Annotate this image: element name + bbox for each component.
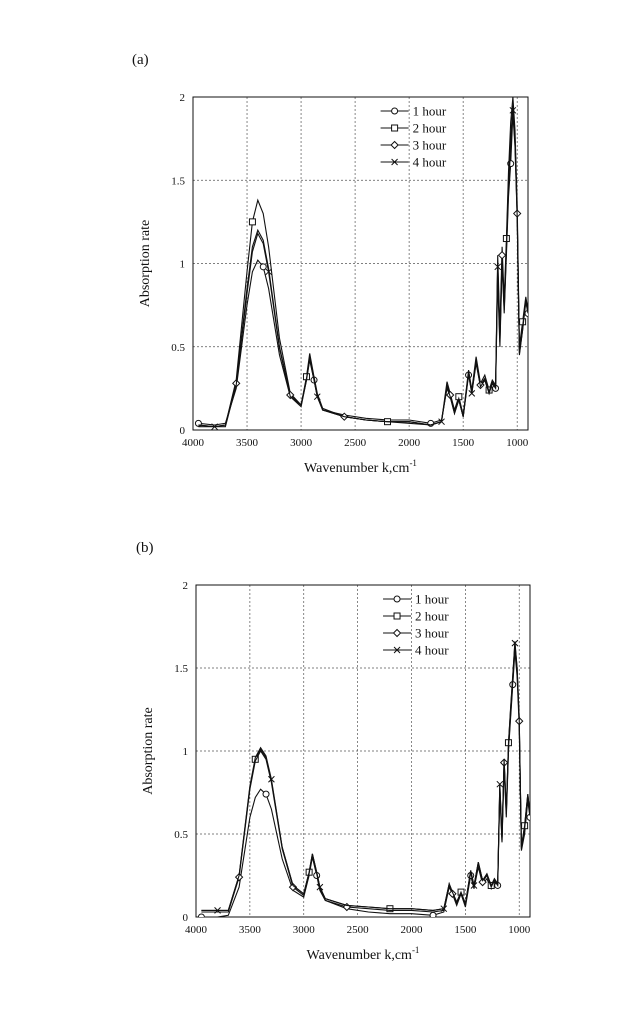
legend-label: 2 hour — [415, 609, 449, 624]
x-axis-title-sup: -1 — [412, 945, 420, 955]
y-tick-label: 0 — [180, 425, 186, 437]
legend-marker — [391, 158, 398, 166]
data-point — [478, 877, 487, 887]
x-tick-label: 1500 — [452, 437, 475, 449]
y-tick-label: 0.5 — [174, 829, 188, 841]
x-tick-label: 3500 — [239, 924, 262, 936]
x-axis-title: Wavenumber k,cm-1 — [304, 458, 417, 476]
panel-label: (b) — [136, 540, 154, 556]
data-point — [494, 263, 502, 271]
plot-frame — [192, 96, 529, 431]
series-line — [201, 641, 530, 911]
legend-label: 2 hour — [413, 121, 447, 136]
series-line — [198, 110, 528, 428]
y-axis-title: Absorption rate — [141, 707, 156, 794]
legend-marker — [393, 595, 401, 603]
legend-marker — [391, 124, 399, 132]
x-tick-label: 1500 — [454, 924, 477, 936]
data-point — [265, 268, 272, 276]
y-tick-label: 2 — [183, 580, 189, 592]
data-point — [248, 218, 256, 226]
data-point — [259, 263, 267, 271]
x-tick-label: 1000 — [508, 924, 531, 936]
data-point — [262, 790, 270, 798]
data-point — [511, 639, 519, 647]
y-tick-label: 2 — [180, 92, 186, 104]
panel-label: (a) — [132, 52, 149, 68]
legend-marker — [392, 628, 402, 638]
data-point — [316, 883, 324, 891]
x-tick-label: 3000 — [293, 924, 316, 936]
data-point — [526, 813, 530, 821]
legend: 1 hour 2 hour 3 hour 4 hour — [380, 104, 447, 170]
legend-label: 4 hour — [415, 643, 449, 658]
x-tick-label: 1000 — [506, 437, 529, 449]
data-point — [214, 907, 221, 914]
chart-b: 4000 3500 3000 2500 2000 1500 1000 0 0.5 1 1.5 2 Wav… — [141, 580, 531, 963]
legend-label: 1 hour — [415, 592, 449, 607]
data-point — [440, 905, 448, 913]
x-tick-label: 2500 — [344, 437, 367, 449]
legend-marker — [393, 646, 401, 654]
x-tick-label: 2500 — [347, 924, 370, 936]
grid — [193, 97, 528, 430]
legend-label: 1 hour — [413, 104, 447, 119]
y-tick-label: 0.5 — [171, 342, 185, 354]
legend-label: 4 hour — [413, 155, 447, 170]
series-line — [201, 643, 530, 911]
data-point — [438, 418, 445, 426]
x-tick-label: 3000 — [290, 437, 313, 449]
y-tick-label: 0 — [183, 912, 189, 924]
x-tick-label: 2000 — [398, 437, 421, 449]
legend-marker — [390, 140, 399, 150]
x-tick-label: 2000 — [400, 924, 423, 936]
data-point — [197, 913, 205, 917]
x-axis-title: Wavenumber k,cm-1 — [307, 945, 420, 963]
y-tick-label: 1 — [183, 746, 189, 758]
data-point — [468, 390, 476, 397]
chart-a: 4000 3500 3000 2500 2000 1500 1000 0 0.5 1 1.5 2 Wav… — [138, 92, 529, 476]
grid — [196, 585, 530, 917]
y-tick-label: 1.5 — [171, 175, 185, 187]
x-tick-label: 3500 — [236, 437, 259, 449]
legend-label: 3 hour — [413, 138, 447, 153]
data-point — [509, 106, 517, 114]
legend: 1 hour 2 hour 3 hour 4 hour — [383, 592, 449, 658]
series-group — [197, 639, 530, 917]
data-point — [288, 882, 298, 892]
data-point — [496, 780, 504, 788]
x-tick-label: 4000 — [185, 924, 208, 936]
x-axis-title-sup: -1 — [409, 458, 417, 468]
chart-panel-a: (a) 4000 3500 3000 2500 2000 1500 1000 0 0.5 1 1.5… — [0, 0, 640, 500]
legend-label: 3 hour — [415, 626, 449, 641]
y-tick-label: 1.5 — [174, 663, 188, 675]
y-axis-title: Absorption rate — [138, 220, 153, 307]
x-tick-label: 4000 — [182, 437, 205, 449]
data-point — [470, 882, 478, 889]
chart-panel-b: (b) 4000 3500 3000 2500 2000 1500 1000 0 0.5 1 1.5… — [0, 500, 640, 1000]
series-group — [194, 97, 528, 430]
plot-frame — [195, 584, 531, 918]
data-point — [497, 250, 507, 260]
data-point — [268, 775, 275, 783]
data-point — [313, 393, 321, 401]
legend-marker — [391, 107, 399, 115]
legend-marker — [393, 612, 401, 620]
data-point — [211, 423, 218, 430]
y-tick-label: 1 — [180, 259, 186, 271]
